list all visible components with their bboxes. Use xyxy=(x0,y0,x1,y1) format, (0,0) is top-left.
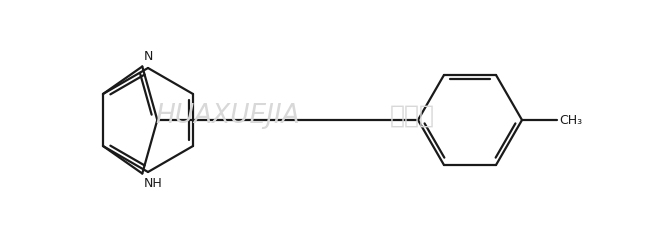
Text: N: N xyxy=(143,50,153,63)
Text: 化学加: 化学加 xyxy=(390,104,435,128)
Text: CH₃: CH₃ xyxy=(559,114,582,126)
Text: HUAXUEJIA: HUAXUEJIA xyxy=(155,103,299,129)
Text: NH: NH xyxy=(143,177,162,190)
